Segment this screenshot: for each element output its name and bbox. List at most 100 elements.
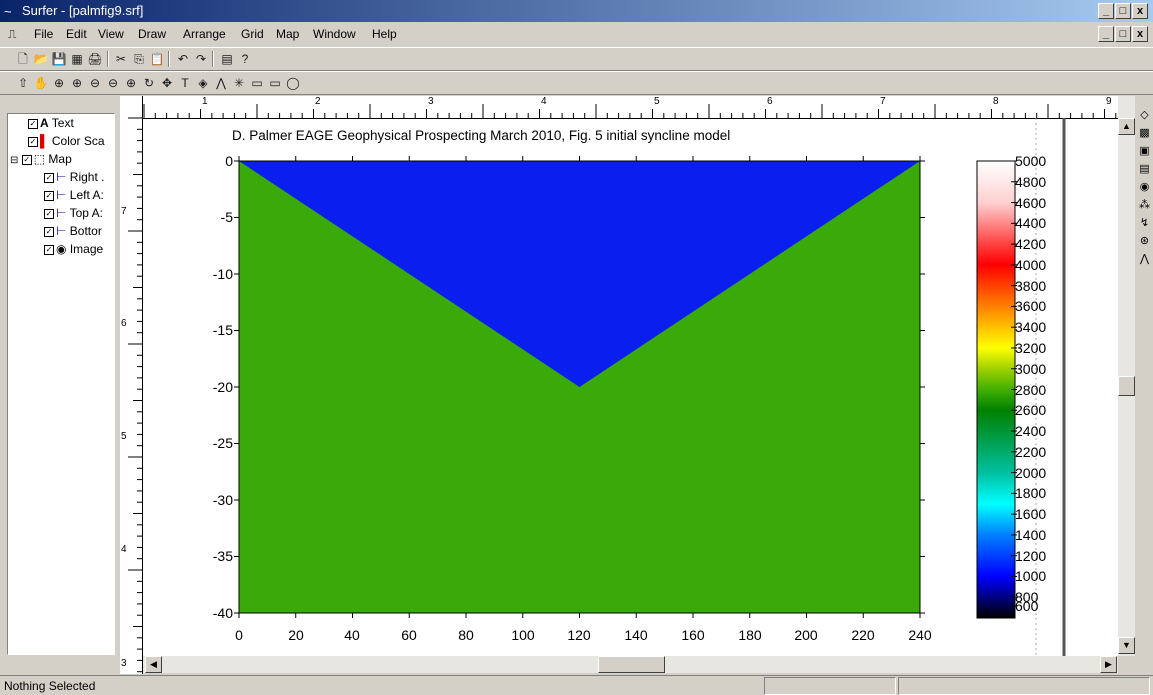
menu-edit[interactable]: Edit <box>66 27 87 41</box>
tree-item-left-axis[interactable]: ✓ ⊢ Left A: <box>44 188 104 202</box>
ruler-number: 5 <box>654 96 660 107</box>
scroll-left-button[interactable]: ◀ <box>145 656 162 673</box>
tree-item-map[interactable]: ⊟ ✓ ⬚ Map <box>10 152 72 166</box>
doc-restore-button[interactable]: □ <box>1115 26 1131 42</box>
move-icon[interactable]: ✥ <box>161 76 173 90</box>
tree-item-right-axis[interactable]: ✓ ⊢ Right . <box>44 170 104 184</box>
zoom-rect-icon[interactable]: ⊕ <box>71 76 83 90</box>
visibility-checkbox[interactable]: ✓ <box>44 244 54 255</box>
tree-item-bottom-axis[interactable]: ✓ ⊢ Bottor <box>44 224 102 238</box>
post-map-icon[interactable]: ▣ <box>1139 145 1150 157</box>
shaded-relief-icon[interactable]: ⁂ <box>1139 199 1150 211</box>
ruler-number: 3 <box>121 658 127 669</box>
vector-map-icon[interactable]: ↯ <box>1139 217 1150 229</box>
zoom-out-icon[interactable]: ⊖ <box>89 76 101 90</box>
menu-bar: ⎍ File Edit View Draw Arrange Grid Map W… <box>0 24 1153 44</box>
rotate-icon[interactable]: ↻ <box>143 76 155 90</box>
menu-help[interactable]: Help <box>372 27 397 41</box>
help-pointer-icon[interactable]: ? <box>241 52 249 66</box>
tree-item-image[interactable]: ✓ ◉ Image <box>44 242 103 256</box>
menu-grid[interactable]: Grid <box>241 27 264 41</box>
visibility-checkbox[interactable]: ✓ <box>21 154 32 165</box>
doc-close-button[interactable]: x <box>1132 26 1148 42</box>
ellipse-tool-icon[interactable]: ◯ <box>286 76 300 90</box>
select-arrow-icon[interactable]: ⇧ <box>17 76 29 90</box>
menu-window[interactable]: Window <box>313 27 356 41</box>
vertical-scrollbar[interactable]: ▲ ▼ <box>1118 96 1135 656</box>
text-tool-icon[interactable]: T <box>181 76 189 90</box>
scroll-up-button[interactable]: ▲ <box>1118 118 1135 135</box>
visibility-checkbox[interactable]: ✓ <box>28 118 38 129</box>
redo-icon[interactable]: ↷ <box>195 52 207 66</box>
ruler-number: 9 <box>1106 96 1112 107</box>
visibility-checkbox[interactable]: ✓ <box>44 208 54 219</box>
save-icon[interactable]: 💾 <box>51 52 67 66</box>
tree-item-top-axis[interactable]: ✓ ⊢ Top A: <box>44 206 103 220</box>
cut-icon[interactable]: ✂ <box>115 52 127 66</box>
scroll-down-button[interactable]: ▼ <box>1118 637 1135 654</box>
worksheet-icon[interactable]: ▦ <box>71 52 83 66</box>
maximize-button[interactable]: □ <box>1115 3 1131 19</box>
ruler-number: 4 <box>541 96 547 107</box>
wireframe-icon[interactable]: ⊛ <box>1139 235 1150 247</box>
undo-icon[interactable]: ↶ <box>177 52 189 66</box>
surfer-app-icon[interactable]: ~ <box>4 4 12 19</box>
x-tick-label: 120 <box>567 627 591 643</box>
polygon-tool-icon[interactable]: ◈ <box>198 76 208 90</box>
contour-map-icon[interactable]: ◇ <box>1140 109 1149 121</box>
copy-icon[interactable]: ⎘ <box>134 52 144 66</box>
polyline-tool-icon[interactable]: ⋀ <box>216 76 226 90</box>
surface-icon[interactable]: ⋀ <box>1139 253 1150 265</box>
zoom-page-icon[interactable]: ⊖ <box>107 76 119 90</box>
color-scale-label: 4800 <box>1015 173 1047 190</box>
color-scale-label: 1200 <box>1015 547 1047 564</box>
x-tick-label: 0 <box>235 627 243 643</box>
tree-item-color-scale[interactable]: ✓ ▌ Color Sca <box>28 134 105 148</box>
open-icon[interactable]: 📂 <box>33 52 49 66</box>
scroll-right-button[interactable]: ▶ <box>1100 656 1117 673</box>
menu-arrange[interactable]: Arrange <box>183 27 226 41</box>
zoom-extents-icon[interactable]: ⊕ <box>125 76 137 90</box>
visibility-checkbox[interactable]: ✓ <box>44 172 54 183</box>
rectangle-tool-icon[interactable]: ▭ <box>251 76 263 90</box>
visibility-checkbox[interactable]: ✓ <box>44 190 54 201</box>
menu-view[interactable]: View <box>98 27 124 41</box>
base-map-icon[interactable]: ▩ <box>1139 127 1150 139</box>
horizontal-scrollbar[interactable]: ◀ ▶ <box>143 656 1118 673</box>
plot-workspace[interactable] <box>120 96 1134 656</box>
print-icon[interactable]: 🖨 <box>87 52 103 66</box>
collapse-icon[interactable]: ⊟ <box>10 155 19 166</box>
paste-icon[interactable]: 📋 <box>149 52 165 66</box>
new-icon[interactable]: 🗋 <box>18 52 28 66</box>
map-title[interactable]: D. Palmer EAGE Geophysical Prospecting M… <box>232 128 731 143</box>
tree-item-text[interactable]: ✓ A Text <box>28 116 74 130</box>
tree-item-label: Color Sca <box>51 134 105 148</box>
x-tick-label: 180 <box>738 627 762 643</box>
x-tick-label: 200 <box>794 627 818 643</box>
doc-icon[interactable]: ⎍ <box>8 27 17 41</box>
menu-draw[interactable]: Draw <box>138 27 167 41</box>
menu-map[interactable]: Map <box>276 27 300 41</box>
color-scale-label: 3000 <box>1015 360 1047 377</box>
zoom-in-icon[interactable]: ⊕ <box>53 76 65 90</box>
color-scale-label: 2000 <box>1015 464 1047 481</box>
window-title: Surfer - [palmfig9.srf] <box>22 3 144 18</box>
color-scale-label: 2800 <box>1015 381 1047 398</box>
object-manager-icon[interactable]: ▤ <box>221 52 233 66</box>
minimize-button[interactable]: _ <box>1098 3 1114 19</box>
menu-file[interactable]: File <box>34 27 54 41</box>
pan-hand-icon[interactable]: ✋ <box>33 76 49 90</box>
horizontal-scroll-thumb[interactable] <box>598 656 665 673</box>
vertical-scroll-thumb[interactable] <box>1118 376 1135 396</box>
image-map-icon[interactable]: ◉ <box>1139 181 1150 193</box>
close-button[interactable]: x <box>1132 3 1148 19</box>
color-scale-label: 2600 <box>1015 402 1047 419</box>
symbol-tool-icon[interactable]: ✳ <box>233 76 245 90</box>
y-tick-label: -40 <box>212 605 233 621</box>
doc-minimize-button[interactable]: _ <box>1098 26 1114 42</box>
visibility-checkbox[interactable]: ✓ <box>28 136 38 147</box>
visibility-checkbox[interactable]: ✓ <box>44 226 54 237</box>
rounded-rect-tool-icon[interactable]: ▭ <box>269 76 281 90</box>
classed-post-icon[interactable]: ▤ <box>1139 163 1150 175</box>
ruler-number: 7 <box>880 96 886 107</box>
